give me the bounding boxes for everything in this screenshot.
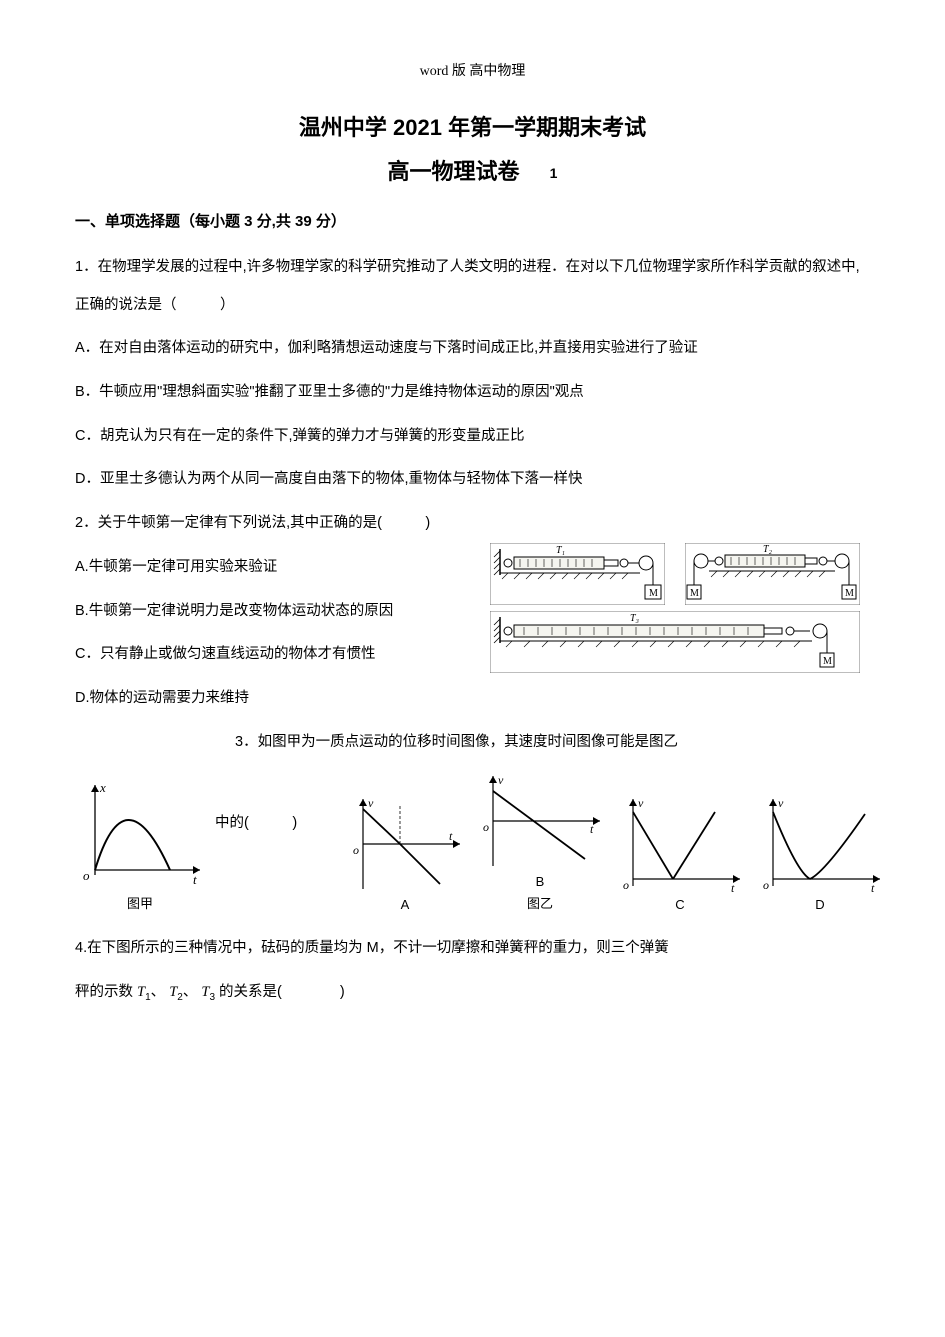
q3-a-label: A xyxy=(345,897,465,912)
svg-text:M: M xyxy=(690,588,699,599)
svg-text:x: x xyxy=(99,780,106,795)
title-sub: 高一物理试卷 1 xyxy=(75,154,870,186)
q3-jia-label: 图甲 xyxy=(75,893,205,912)
svg-text:o: o xyxy=(763,878,769,892)
q1-opt-a: A．在对自由落体运动的研究中，伽利略猜想运动速度与下落时间成正比,并直接用实验进… xyxy=(75,330,870,368)
q3-c-label: C xyxy=(615,897,745,912)
q2-stem: 2．关于牛顿第一定律有下列说法,其中正确的是( ) xyxy=(75,505,870,543)
svg-text:t: t xyxy=(193,872,197,887)
svg-text:t: t xyxy=(449,829,453,843)
q2-opt-c: C．只有静止或做匀速直线运动的物体才有惯性 xyxy=(75,636,480,674)
q4-stem-b: 秤的示数 xyxy=(75,984,133,1000)
q3-stem2: 中的( ) xyxy=(215,805,335,843)
svg-text:o: o xyxy=(483,820,489,834)
q1-opt-d: D．亚里士多德认为两个从同一高度自由落下的物体,重物体与轻物体下落一样快 xyxy=(75,461,870,499)
svg-text:v: v xyxy=(638,796,644,810)
svg-text:o: o xyxy=(623,878,629,892)
svg-text:v: v xyxy=(368,796,374,810)
section-head-1: 一、单项选择题（每小题 3 分,共 39 分） xyxy=(75,210,870,231)
svg-text:T₁: T₁ xyxy=(556,545,565,556)
spring-diagrams: M T₁ M xyxy=(490,543,870,679)
svg-text:M: M xyxy=(823,656,832,667)
svg-text:t: t xyxy=(731,881,735,894)
q3-figures: x t o 图甲 中的( ) v t o A v xyxy=(75,771,870,912)
header-note: word 版 高中物理 xyxy=(75,60,870,80)
q2-opt-b: B.牛顿第一定律说明力是改变物体运动状态的原因 xyxy=(75,593,480,631)
spring-t2-diagram: M M T₂ xyxy=(685,543,860,605)
title-sub-num: 1 xyxy=(550,165,558,181)
q3-fig-c: v t o xyxy=(615,794,745,894)
q3-d-label: D xyxy=(755,897,885,912)
q3-stem: 3．如图甲为一质点运动的位移时间图像，其速度时间图像可能是图乙 xyxy=(235,724,870,762)
title-sub-text: 高一物理试卷 xyxy=(388,159,520,184)
svg-text:M: M xyxy=(845,588,854,599)
svg-text:o: o xyxy=(83,868,90,883)
q4-s1: 1 xyxy=(145,992,151,1003)
q1-opt-b: B．牛顿应用"理想斜面实验"推翻了亚里士多德的"力是维持物体运动的原因"观点 xyxy=(75,374,870,412)
svg-text:T₃: T₃ xyxy=(630,613,640,624)
svg-text:o: o xyxy=(353,843,359,857)
q3-fig-d: v t o xyxy=(755,794,885,894)
q2-opt-d: D.物体的运动需要力来维持 xyxy=(75,680,480,718)
svg-text:M: M xyxy=(649,588,658,599)
q4-stem-c: 的关系是( ) xyxy=(219,984,345,1000)
q1-opt-c: C．胡克认为只有在一定的条件下,弹簧的弹力才与弹簧的形变量成正比 xyxy=(75,418,870,456)
q1-stem: 1．在物理学发展的过程中,许多物理学家的科学研究推动了人类文明的进程．在对以下几… xyxy=(75,249,870,324)
q3-fig-a: v t o xyxy=(345,794,465,894)
q4-stem-line2: 秤的示数 T1、 T2、 T3 的关系是( ) xyxy=(75,974,870,1012)
q3-b-label: B xyxy=(475,874,605,889)
q3-fig-jia: x t o xyxy=(75,780,205,890)
q3-fig-b: v t o xyxy=(475,771,605,871)
title-main: 温州中学 2021 年第一学期期末考试 xyxy=(75,110,870,142)
q3-yi-label: 图乙 xyxy=(475,893,605,912)
svg-text:v: v xyxy=(778,796,784,810)
svg-text:T₂: T₂ xyxy=(763,544,773,555)
q4-s3: 3 xyxy=(209,992,215,1003)
svg-text:t: t xyxy=(871,881,875,894)
q4-s2: 2 xyxy=(177,992,183,1003)
spring-t1-diagram: M T₁ xyxy=(490,543,665,605)
spring-t3-diagram: M T₃ xyxy=(490,611,860,673)
q4-t1: T xyxy=(137,984,145,1000)
q4-stem-a: 4.在下图所示的三种情况中，砝码的质量均为 M，不计一切摩擦和弹簧秤的重力，则三… xyxy=(75,930,870,968)
svg-text:v: v xyxy=(498,773,504,787)
q2-opt-a: A.牛顿第一定律可用实验来验证 xyxy=(75,549,480,587)
